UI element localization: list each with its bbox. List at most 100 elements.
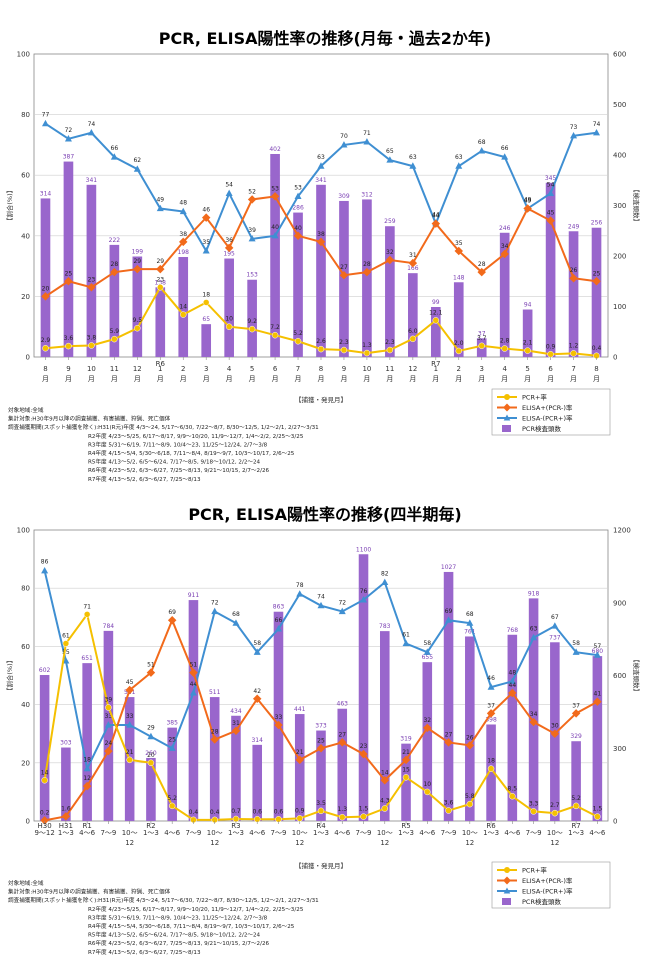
bar-value-label: 863 <box>273 604 285 611</box>
x-category-label: 9 <box>66 365 70 373</box>
point-value-label: 62 <box>133 157 141 164</box>
series-point <box>271 331 279 339</box>
bar <box>443 571 454 821</box>
y-tick-left: 60 <box>21 643 30 651</box>
series-point <box>134 324 141 332</box>
era-label: R5 <box>401 822 410 830</box>
bar-value-label: 166 <box>407 265 419 272</box>
point-value-label: 39 <box>248 227 256 234</box>
point-value-label: 72 <box>211 599 219 606</box>
series-point <box>478 342 485 350</box>
note-line: R5年度 4/13～5/2, 6/5～6/24, 7/17～8/5, 9/18～… <box>88 458 261 466</box>
bar-value-label: 602 <box>39 667 51 674</box>
legend-marker <box>503 414 511 421</box>
era-label: R7 <box>571 822 580 830</box>
note-line: 調査捕獲期間(スポット捕獲を除く):H31(R元)年度 4/3～24, 5/17… <box>8 423 319 431</box>
x-category-label: 8 <box>43 365 47 373</box>
legend-swatch <box>502 898 511 905</box>
point-value-label: 70 <box>340 133 348 140</box>
point-value-label: 82 <box>381 570 389 577</box>
x-axis-label: 【捕獲・発見月】 <box>295 861 347 870</box>
y-tick-right: 100 <box>613 303 626 311</box>
point-value-label: 23 <box>360 743 368 750</box>
bar <box>571 741 581 821</box>
y-tick-left: 100 <box>17 527 30 535</box>
bar <box>465 636 475 821</box>
legend-label: ELISA+(PCR-)率 <box>522 876 573 885</box>
legend-label: PCR検査頭数 <box>522 897 561 906</box>
bar <box>231 715 241 821</box>
x-category-label: 4 <box>227 365 232 373</box>
series-point <box>432 317 440 324</box>
bar-value-label: 345 <box>545 175 557 182</box>
point-value-label: 9.2 <box>247 318 257 325</box>
x-category-label: 10 <box>87 365 96 373</box>
note-line: 調査捕獲期間(スポット捕獲を除く):H31(R元)年度 4/3～24, 5/17… <box>8 896 319 904</box>
y-tick-left: 100 <box>17 51 30 59</box>
point-value-label: 38 <box>179 231 187 238</box>
bar-value-label: 314 <box>40 190 52 197</box>
y-tick-left: 40 <box>21 701 30 709</box>
point-value-label: 34 <box>501 243 509 250</box>
series-point <box>569 273 578 283</box>
bar-value-label: 783 <box>379 623 391 630</box>
bar-value-label: 259 <box>384 218 396 225</box>
note-line: R2年度 4/23～5/25, 6/17～8/17, 9/9～10/20, 11… <box>88 432 304 440</box>
point-value-label: 0.4 <box>210 809 220 816</box>
bar-value-label: 434 <box>230 708 242 715</box>
y-tick-left: 20 <box>21 293 30 301</box>
point-value-label: 53 <box>271 185 279 192</box>
point-value-label: 2.8 <box>500 338 510 345</box>
point-value-label: 7.2 <box>270 324 280 331</box>
bar-value-label: 341 <box>86 177 98 184</box>
series-point <box>592 277 601 286</box>
x-category-sub-label: 月 <box>134 375 141 383</box>
point-value-label: 0.4 <box>189 809 199 816</box>
point-value-label: 48 <box>509 669 517 676</box>
x-category-sub-label: 月 <box>180 375 187 383</box>
bar-value-label: 246 <box>499 225 511 232</box>
series-point <box>157 284 164 291</box>
point-value-label: 5.2 <box>571 795 581 802</box>
series-point <box>201 213 211 222</box>
series-point <box>111 335 118 343</box>
series-point <box>270 192 280 201</box>
point-value-label: 25 <box>168 736 176 743</box>
point-value-label: 20 <box>42 285 50 292</box>
x-category-label: 4～6 <box>164 829 180 837</box>
note-line: 集計対象:H30年9月以降の調査捕獲、有害捕獲、狩猟、死亡個体 <box>8 415 171 423</box>
x-category-sub-label: 月 <box>157 375 164 383</box>
x-category-sub-label: 月 <box>318 375 325 383</box>
series-point <box>41 119 49 127</box>
series-point <box>547 189 555 196</box>
point-value-label: 37 <box>487 702 495 709</box>
series-point <box>296 815 303 822</box>
bar <box>294 714 305 821</box>
point-value-label: 18 <box>83 757 91 764</box>
x-category-sub-label: 月 <box>455 375 462 383</box>
series-point <box>572 802 580 810</box>
series-point <box>424 788 431 796</box>
x-category-sub-label: 12 <box>380 839 389 847</box>
series-point <box>593 651 601 658</box>
point-value-label: 63 <box>409 154 417 161</box>
point-value-label: 66 <box>501 145 509 152</box>
point-value-label: 63 <box>455 154 463 161</box>
point-value-label: 58 <box>253 640 261 647</box>
bar <box>316 730 326 821</box>
point-value-label: 66 <box>111 145 119 152</box>
series-point <box>386 346 394 354</box>
bar <box>568 231 579 357</box>
point-value-label: 40 <box>271 224 279 231</box>
point-value-label: 1.6 <box>61 805 71 812</box>
bar <box>293 212 303 357</box>
x-category-label: 9～12 <box>34 829 54 837</box>
point-value-label: 3.7 <box>477 335 487 342</box>
x-category-sub-label: 月 <box>272 375 279 383</box>
series-point <box>40 816 49 825</box>
series-point <box>225 323 233 330</box>
x-category-label: 1～3 <box>398 829 414 837</box>
bar-value-label: 148 <box>453 274 465 281</box>
bar <box>592 656 603 821</box>
point-value-label: 27 <box>445 731 453 738</box>
